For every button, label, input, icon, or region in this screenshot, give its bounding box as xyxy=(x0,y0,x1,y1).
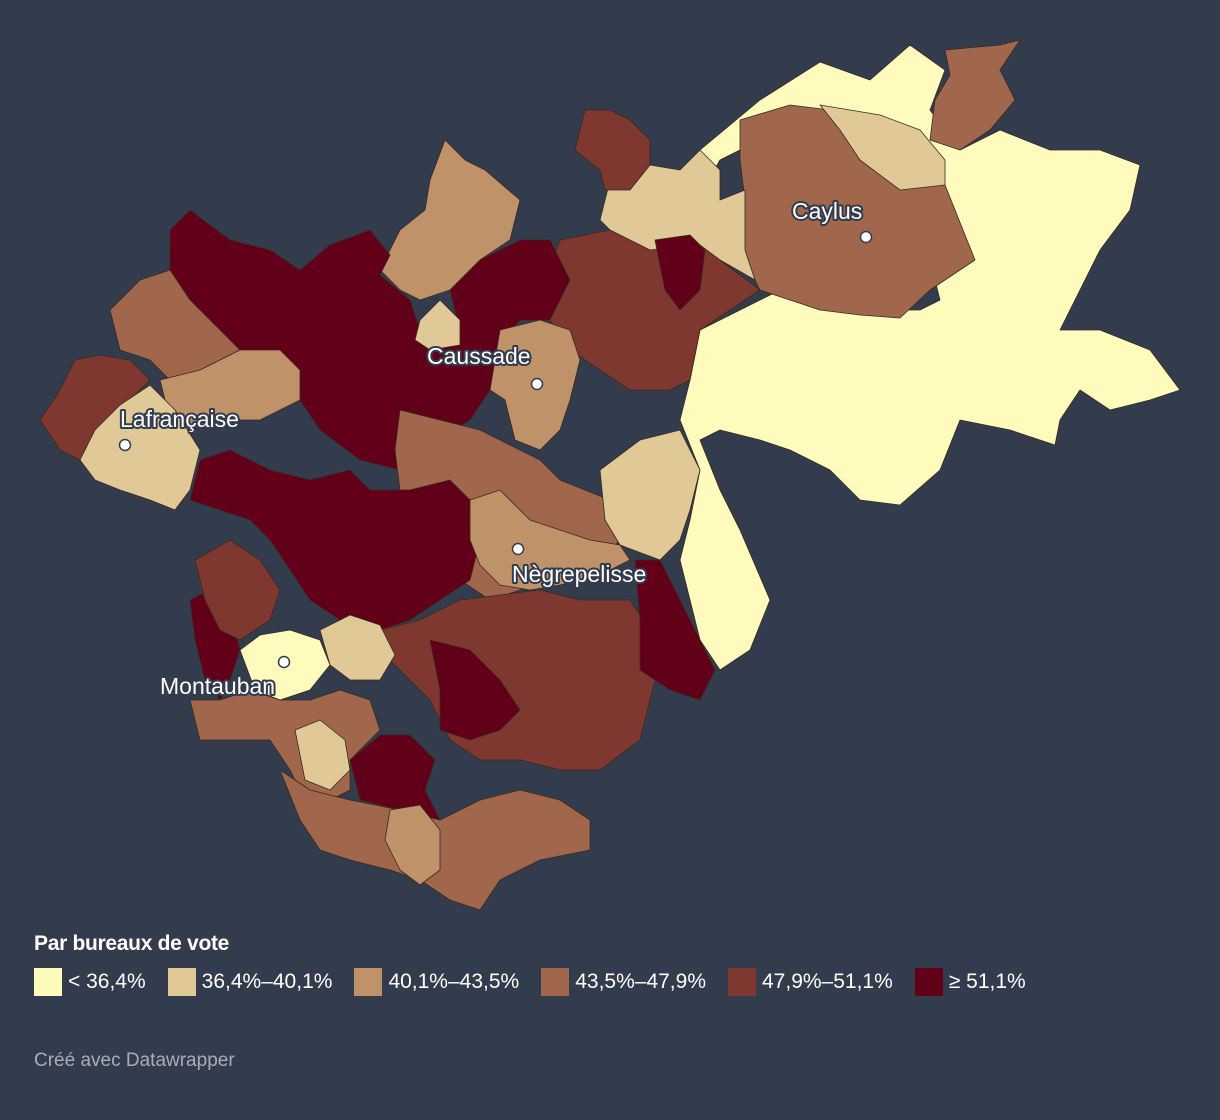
legend-swatch xyxy=(34,968,62,996)
legend-item: < 36,4% xyxy=(34,968,146,996)
city-dot-montauban xyxy=(277,655,291,669)
region-south-lightbrown[interactable] xyxy=(384,804,441,886)
region-central-dark[interactable] xyxy=(189,449,481,631)
city-markers: Caylus Caussade Lafrançaise Nègrepelisse… xyxy=(118,196,873,701)
region-east[interactable] xyxy=(679,44,1181,671)
legend-item: 43,5%–47,9% xyxy=(541,968,706,996)
legend-label: 40,1%–43,5% xyxy=(388,970,520,993)
legend: < 36,4% 36,4%–40,1% 40,1%–43,5% 43,5%–47… xyxy=(34,968,1048,996)
choropleth-map: Caylus Caussade Lafrançaise Nègrepelisse… xyxy=(39,39,1181,911)
region-lafrancaise[interactable] xyxy=(79,384,201,511)
legend-label: 47,9%–51,1% xyxy=(762,970,893,993)
legend-item: 36,4%–40,1% xyxy=(167,968,333,996)
region-east-dark-strip[interactable] xyxy=(634,559,716,701)
city-label-lafrancaise: Lafrançaise xyxy=(120,406,239,432)
legend-item: 47,9%–51,1% xyxy=(728,968,893,996)
region-north-red[interactable] xyxy=(574,109,651,191)
legend-swatch xyxy=(354,968,383,996)
city-label-negrepelisse: Nègrepelisse xyxy=(512,561,646,587)
city-label-caussade: Caussade xyxy=(427,343,531,369)
region-south-central[interactable] xyxy=(379,589,661,771)
region-far-west-red[interactable] xyxy=(39,354,151,461)
region-montauban-west[interactable] xyxy=(194,539,281,641)
legend-item: ≥ 51,1% xyxy=(914,968,1026,996)
legend-swatch xyxy=(167,968,196,996)
region-montauban-east[interactable] xyxy=(319,614,396,681)
region-south-dark[interactable] xyxy=(429,639,521,741)
city-dot-lafrancaise xyxy=(118,438,132,452)
region-northeast-tip[interactable] xyxy=(929,39,1021,151)
legend-label: < 36,4% xyxy=(68,970,146,993)
region-negrepelisse[interactable] xyxy=(469,489,631,591)
legend-swatch xyxy=(728,968,756,996)
city-dot-caylus xyxy=(859,230,873,244)
region-south-dark-small[interactable] xyxy=(349,734,441,821)
legend-swatch xyxy=(914,968,943,996)
legend-title: Par bureaux de vote xyxy=(34,932,230,955)
city-label-montauban: Montauban xyxy=(160,673,275,699)
region-caussade-ne-dark[interactable] xyxy=(654,234,706,311)
region-negrepelisse-east[interactable] xyxy=(599,429,701,561)
region-caussade-beige[interactable] xyxy=(414,299,461,351)
region-south-beige[interactable] xyxy=(294,719,351,791)
region-northeast-beige[interactable] xyxy=(819,104,946,191)
legend-swatch xyxy=(541,968,570,996)
city-dot-caussade xyxy=(530,377,544,391)
legend-label: ≥ 51,1% xyxy=(948,970,1026,993)
legend-label: 36,4%–40,1% xyxy=(201,970,333,993)
legend-label: 43,5%–47,9% xyxy=(575,970,706,993)
city-label-caylus: Caylus xyxy=(792,198,862,224)
legend-item: 40,1%–43,5% xyxy=(354,968,519,996)
credit-text: Créé avec Datawrapper xyxy=(34,1050,235,1071)
city-dot-negrepelisse xyxy=(511,542,525,556)
